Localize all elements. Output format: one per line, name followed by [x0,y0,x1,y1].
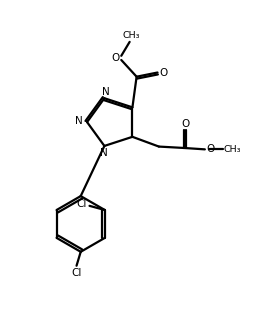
Text: O: O [159,67,167,78]
Text: O: O [112,53,120,63]
Text: Cl: Cl [76,199,86,210]
Text: Cl: Cl [71,268,82,278]
Text: N: N [75,116,83,126]
Text: N: N [100,148,108,158]
Text: CH₃: CH₃ [223,145,241,154]
Text: O: O [206,144,214,154]
Text: O: O [181,119,190,129]
Text: CH₃: CH₃ [122,31,140,40]
Text: N: N [102,87,110,97]
